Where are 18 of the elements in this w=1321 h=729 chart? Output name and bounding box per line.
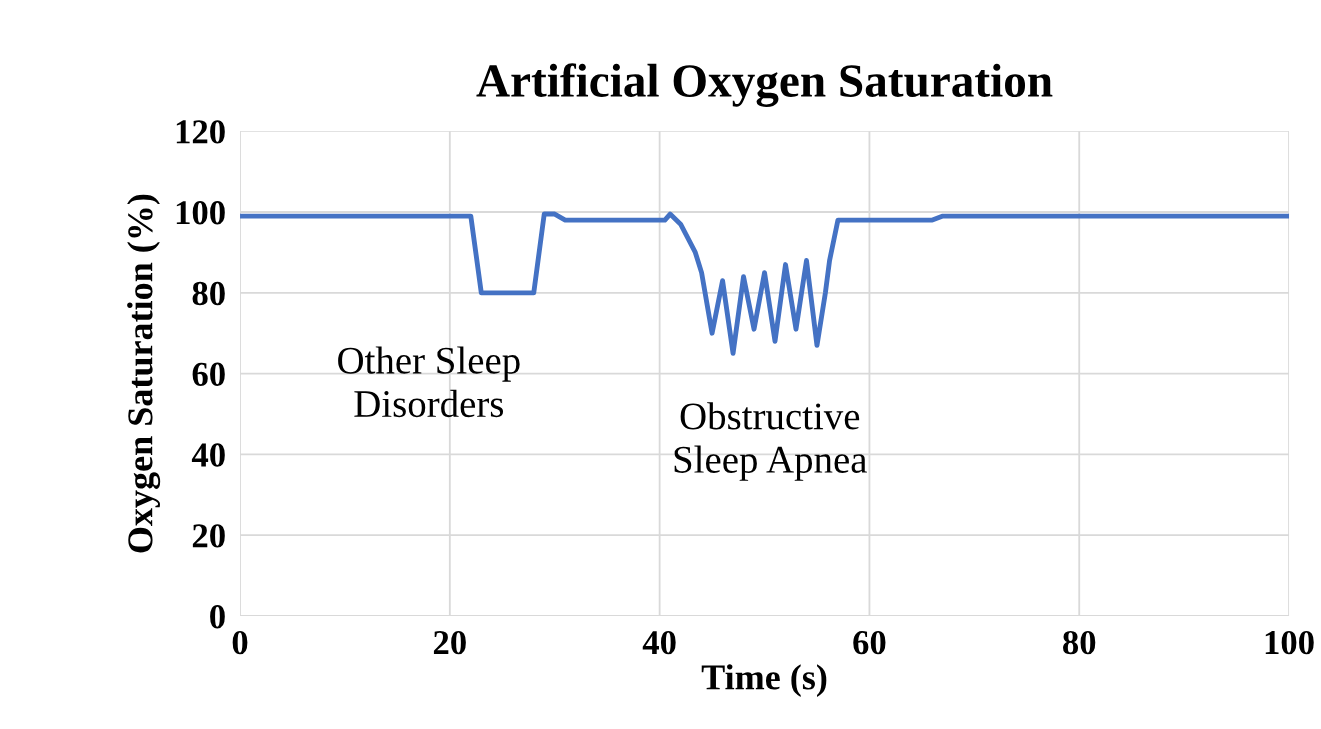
y-tick-label: 20 (192, 524, 225, 548)
y-tick-label: 100 (176, 200, 225, 225)
x-tick-label: 0 (232, 630, 248, 655)
y-axis-title: Oxygen Saturation (%) (127, 194, 161, 553)
y-tick-label: 120 (176, 120, 225, 144)
chart-title: Artificial Oxygen Saturation (476, 63, 1053, 107)
annotation: Obstructive Sleep Apnea (674, 402, 867, 481)
x-tick-label: 40 (642, 630, 676, 655)
x-axis-title: Time (s) (701, 664, 827, 697)
y-tick-label: 0 (210, 604, 225, 629)
y-tick-label: 40 (191, 443, 225, 467)
y-tick-label: 80 (192, 281, 225, 306)
y-tick-label: 60 (192, 362, 225, 386)
x-tick-label: 20 (433, 630, 466, 655)
annotation: Other Sleep Disorders (338, 346, 520, 418)
x-tick-label: 80 (1063, 630, 1096, 655)
x-tick-label: 100 (1265, 630, 1314, 655)
x-tick-label: 60 (853, 630, 886, 655)
